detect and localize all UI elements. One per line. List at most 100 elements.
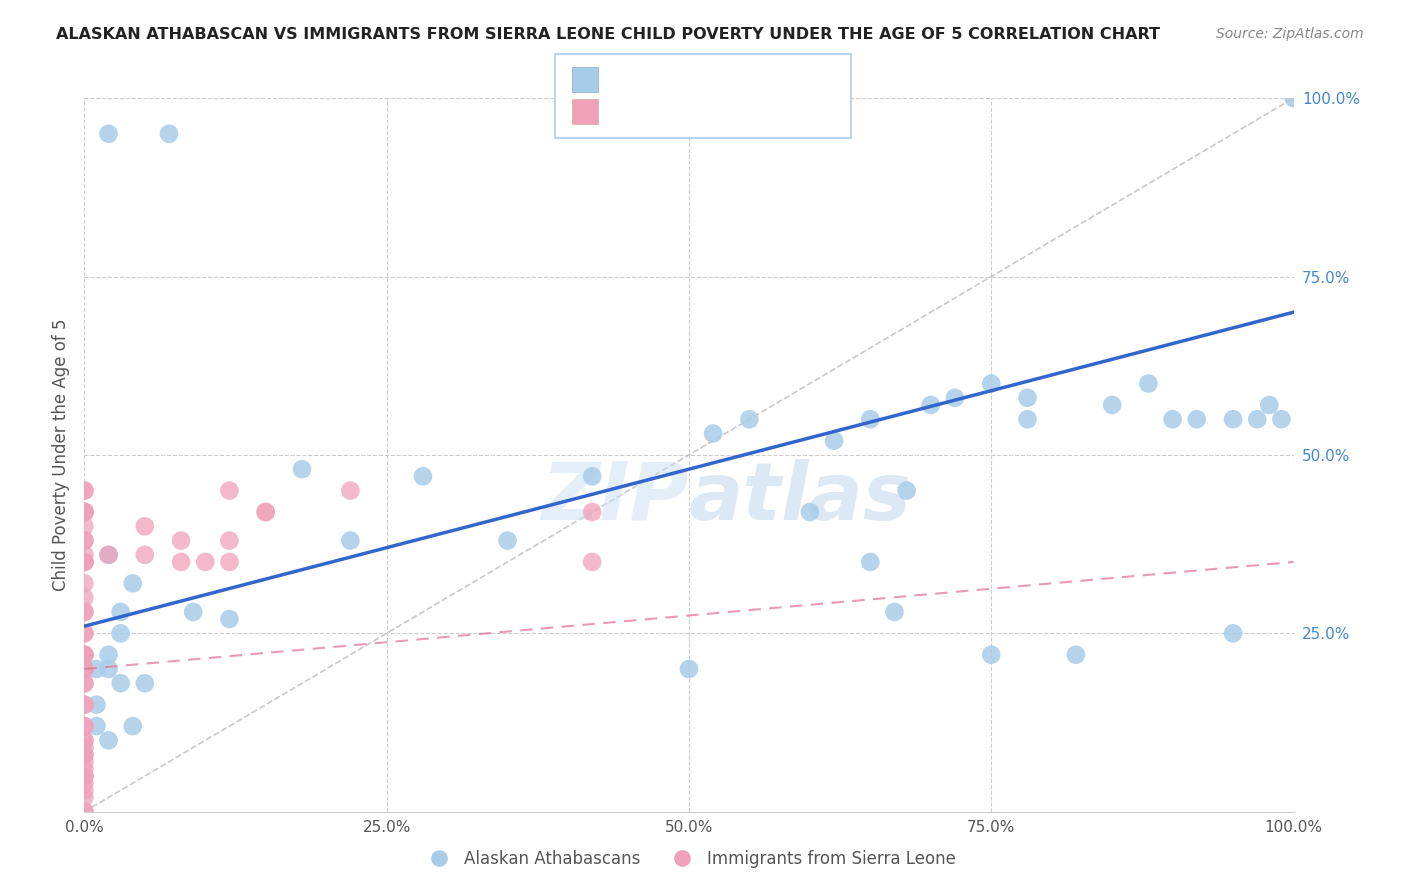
Point [1017, 391, 1039, 405]
Point [496, 533, 519, 548]
Point [73, 755, 96, 769]
Point [883, 605, 905, 619]
Point [194, 555, 217, 569]
Point [73, 483, 96, 498]
Point [134, 519, 156, 533]
Point [1222, 412, 1244, 426]
Point [73, 676, 96, 690]
Point [86, 719, 108, 733]
Point [412, 469, 434, 483]
Point [702, 426, 724, 441]
Point [170, 533, 193, 548]
Point [170, 555, 193, 569]
Point [339, 483, 361, 498]
Point [110, 676, 132, 690]
Point [134, 548, 156, 562]
Point [73, 805, 96, 819]
Point [823, 434, 845, 448]
Point [110, 605, 132, 619]
Point [73, 783, 96, 797]
Point [73, 790, 96, 805]
Point [254, 505, 277, 519]
Point [97, 662, 120, 676]
Point [980, 376, 1002, 391]
Point [73, 698, 96, 712]
Point [73, 662, 96, 676]
Point [73, 483, 96, 498]
Point [73, 576, 96, 591]
Point [581, 555, 603, 569]
Point [896, 483, 918, 498]
Point [73, 769, 96, 783]
Point [73, 605, 96, 619]
Point [799, 505, 821, 519]
Text: ALASKAN ATHABASCAN VS IMMIGRANTS FROM SIERRA LEONE CHILD POVERTY UNDER THE AGE O: ALASKAN ATHABASCAN VS IMMIGRANTS FROM SI… [56, 27, 1160, 42]
Point [218, 612, 240, 626]
Point [980, 648, 1002, 662]
Point [97, 648, 120, 662]
Point [218, 555, 240, 569]
Point [581, 505, 603, 519]
Point [73, 555, 96, 569]
Point [73, 719, 96, 733]
Point [157, 127, 180, 141]
Point [86, 662, 108, 676]
Point [920, 398, 942, 412]
Point [73, 505, 96, 519]
Point [1222, 626, 1244, 640]
Point [291, 462, 314, 476]
Point [1017, 412, 1039, 426]
Point [1270, 412, 1292, 426]
Text: ZIP: ZIP [541, 458, 689, 537]
Point [73, 733, 96, 747]
Point [73, 533, 96, 548]
Point [218, 483, 240, 498]
Point [1064, 648, 1087, 662]
Text: R =  0.153    N = 58: R = 0.153 N = 58 [605, 103, 801, 120]
Point [73, 762, 96, 776]
Point [1101, 398, 1123, 412]
Point [97, 548, 120, 562]
Point [110, 626, 132, 640]
Point [73, 719, 96, 733]
Point [254, 505, 277, 519]
Point [859, 412, 882, 426]
Point [73, 769, 96, 783]
Point [73, 662, 96, 676]
Legend: Alaskan Athabascans, Immigrants from Sierra Leone: Alaskan Athabascans, Immigrants from Sie… [416, 844, 962, 875]
Point [73, 548, 96, 562]
Point [181, 605, 204, 619]
Point [73, 505, 96, 519]
Point [859, 555, 882, 569]
Point [73, 605, 96, 619]
Point [121, 719, 143, 733]
Point [581, 469, 603, 483]
Point [97, 548, 120, 562]
Point [73, 505, 96, 519]
Point [943, 391, 966, 405]
Point [73, 626, 96, 640]
Point [86, 698, 108, 712]
Point [678, 662, 700, 676]
Point [73, 676, 96, 690]
Point [73, 648, 96, 662]
Point [73, 533, 96, 548]
Text: Source: ZipAtlas.com: Source: ZipAtlas.com [1216, 27, 1364, 41]
Point [1161, 412, 1184, 426]
Point [97, 733, 120, 747]
Point [1246, 412, 1268, 426]
Point [73, 648, 96, 662]
Point [73, 648, 96, 662]
Point [73, 740, 96, 755]
Point [738, 412, 761, 426]
Point [121, 576, 143, 591]
Point [1185, 412, 1208, 426]
Point [73, 662, 96, 676]
Point [339, 533, 361, 548]
Point [73, 555, 96, 569]
Point [97, 127, 120, 141]
Text: atlas: atlas [689, 458, 911, 537]
Point [73, 519, 96, 533]
Point [1137, 376, 1160, 391]
Point [73, 555, 96, 569]
